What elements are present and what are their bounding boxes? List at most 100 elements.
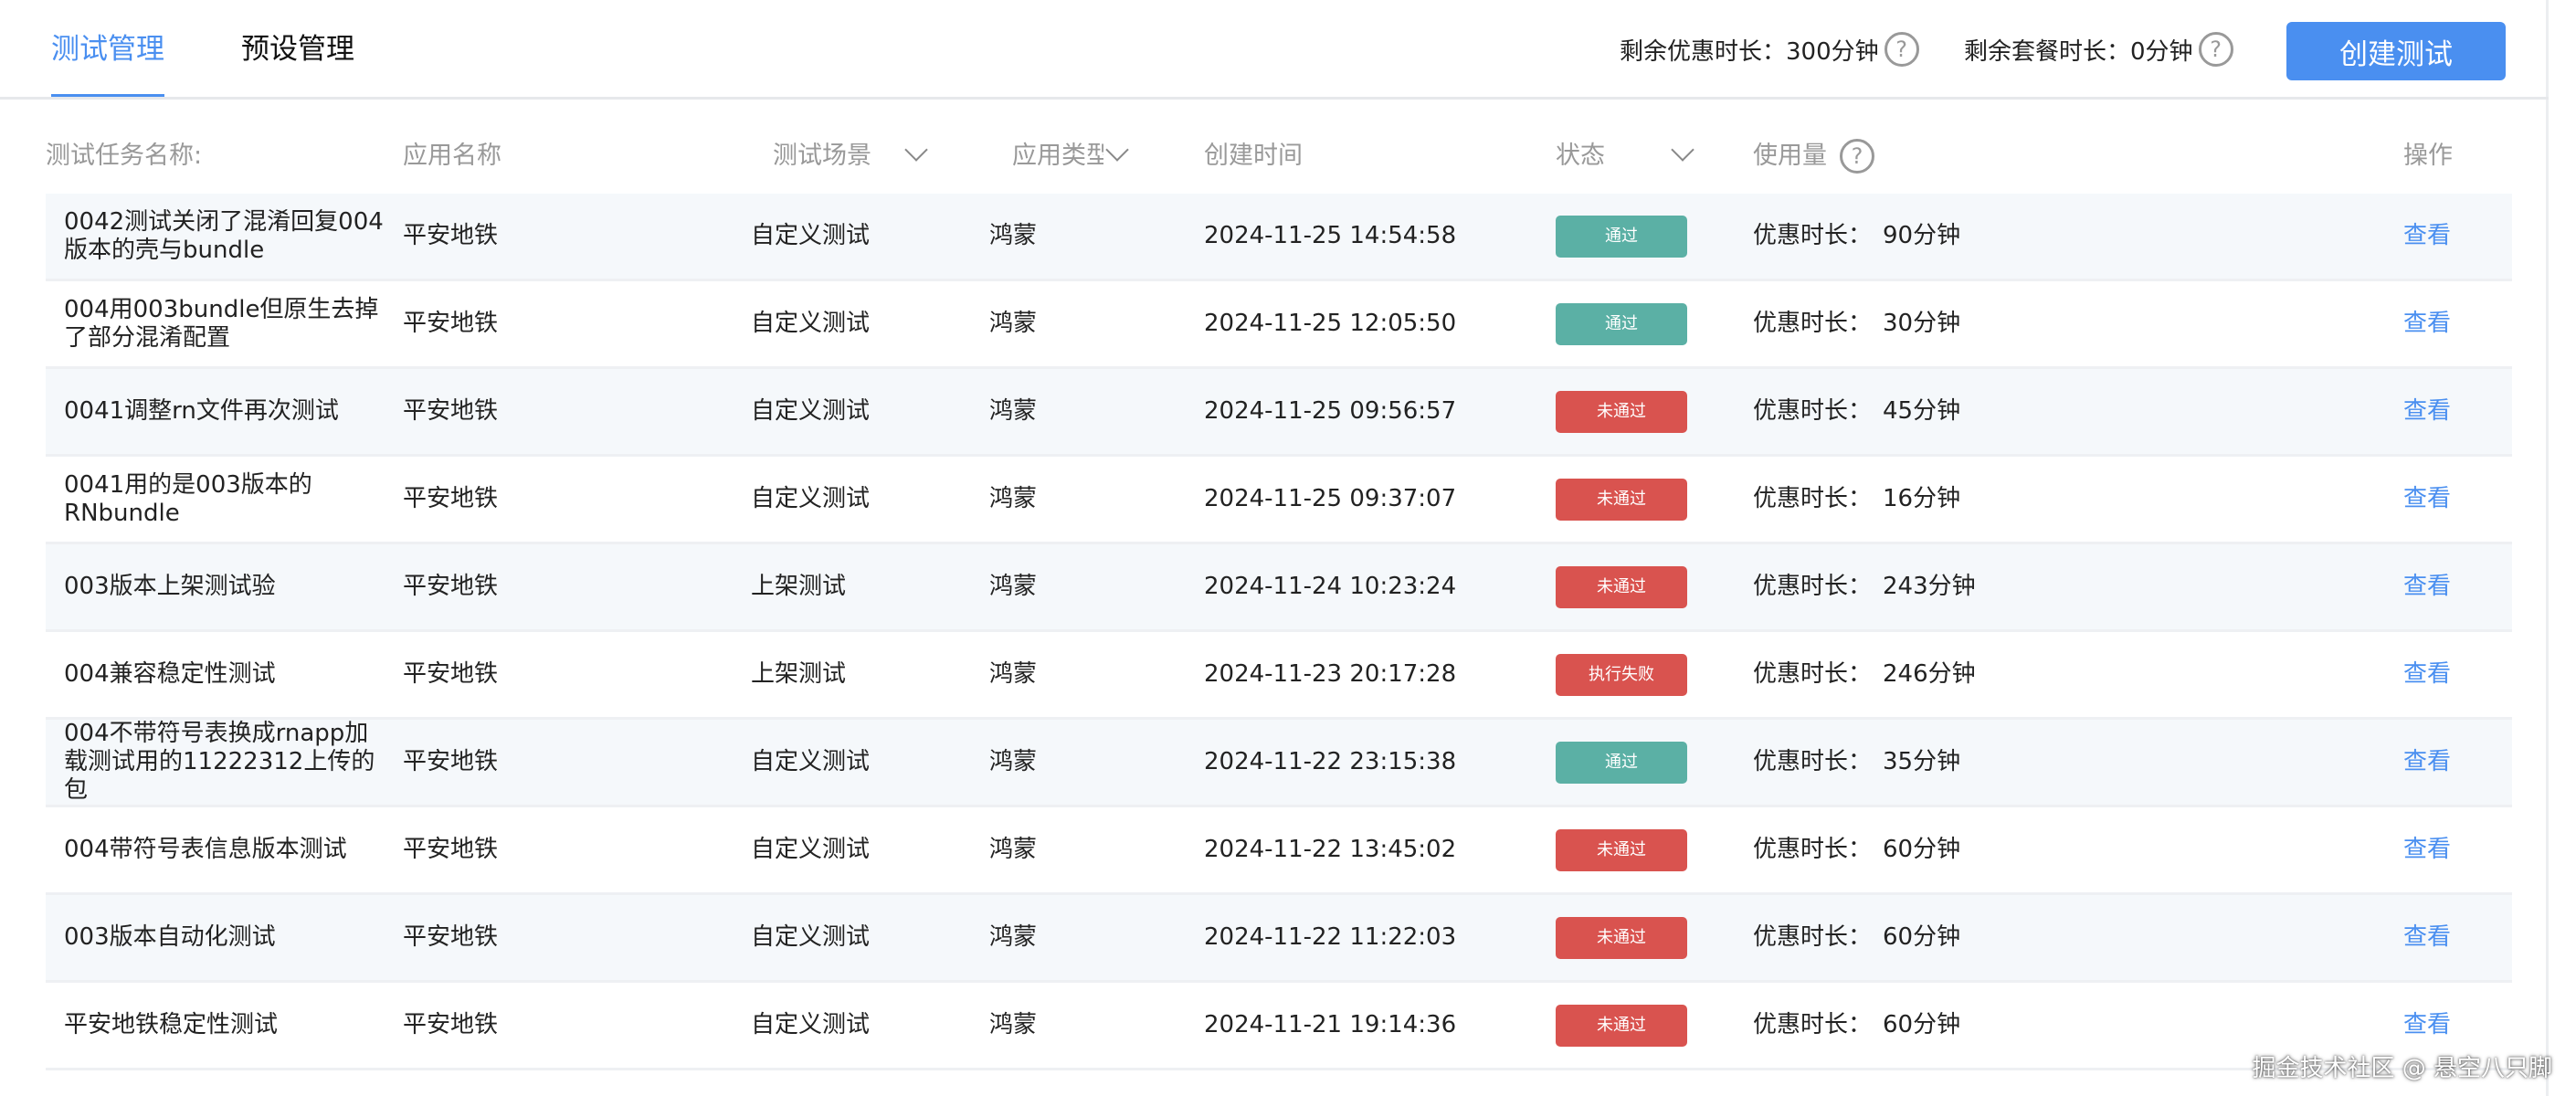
app-type: 鸿蒙 <box>989 222 1038 249</box>
test-scene: 自定义测试 <box>751 310 871 337</box>
view-link[interactable]: 查看 <box>2403 1011 2452 1038</box>
created-time: 2024-11-25 09:37:07 <box>1204 485 1457 512</box>
table-row: 004兼容稳定性测试 平安地铁 上架测试 鸿蒙 2024-11-23 20:17… <box>46 632 2512 720</box>
discount-quota-value: 300分钟 <box>1786 37 1879 66</box>
test-scene: 自定义测试 <box>751 748 871 775</box>
create-test-button[interactable]: 创建测试 <box>2286 22 2506 80</box>
app-name: 平安地铁 <box>403 748 499 775</box>
column-header-usage-label: 使用量 <box>1753 142 1827 170</box>
created-time: 2024-11-25 09:56:57 <box>1204 397 1457 425</box>
app-type: 鸿蒙 <box>989 836 1038 863</box>
status-badge: 执行失败 <box>1556 653 1687 696</box>
status-badge: 未通过 <box>1556 828 1687 871</box>
usage-value: 246分钟 <box>1883 660 1976 688</box>
usage-cell: 优惠时长： 60分钟 <box>1753 807 1960 892</box>
view-link[interactable]: 查看 <box>2403 397 2452 425</box>
status-cell: 未通过 <box>1556 807 1687 892</box>
status-cell: 未通过 <box>1556 457 1687 542</box>
status-cell: 通过 <box>1556 194 1687 279</box>
chevron-down-icon[interactable] <box>1671 138 1694 162</box>
status-cell: 未通过 <box>1556 544 1687 629</box>
test-scene: 自定义测试 <box>751 485 871 512</box>
column-header-scene[interactable]: 测试场景 <box>773 119 928 194</box>
view-link[interactable]: 查看 <box>2403 222 2452 249</box>
table-row: 0042测试关闭了混淆回复004版本的壳与bundle 平安地铁 自定义测试 鸿… <box>46 194 2512 281</box>
tab-preset-management[interactable]: 预设管理 <box>241 33 354 66</box>
view-link[interactable]: 查看 <box>2403 923 2452 951</box>
chevron-down-icon[interactable] <box>904 138 928 162</box>
usage-value: 90分钟 <box>1883 222 1961 249</box>
package-quota-label: 剩余套餐时长： <box>1964 37 2131 66</box>
view-link[interactable]: 查看 <box>2403 748 2452 775</box>
status-badge: 未通过 <box>1556 390 1687 433</box>
usage-cell: 优惠时长： 16分钟 <box>1753 457 1960 542</box>
usage-value: 30分钟 <box>1883 310 1961 337</box>
status-badge: 通过 <box>1556 741 1687 784</box>
view-link[interactable]: 查看 <box>2403 310 2452 337</box>
status-cell: 通过 <box>1556 720 1687 805</box>
table-row: 003版本自动化测试 平安地铁 自定义测试 鸿蒙 2024-11-22 11:2… <box>46 895 2512 983</box>
usage-cell: 优惠时长： 246分钟 <box>1753 632 1976 717</box>
question-circle-icon[interactable]: ? <box>1884 32 1919 67</box>
column-header-scene-label: 测试场景 <box>773 142 871 170</box>
table-row: 004带符号表信息版本测试 平安地铁 自定义测试 鸿蒙 2024-11-22 1… <box>46 807 2512 895</box>
task-name: 004用003bundle但原生去掉了部分混淆配置 <box>64 295 379 352</box>
table-row: 0041用的是003版本的RNbundle 平安地铁 自定义测试 鸿蒙 2024… <box>46 457 2512 544</box>
task-name: 003版本上架测试验 <box>64 573 276 600</box>
status-badge: 未通过 <box>1556 478 1687 521</box>
table-header: 测试任务名称: 应用名称 测试场景 应用类型 创建时间 状态 使用量? 操作 <box>46 119 2512 194</box>
tab-test-management[interactable]: 测试管理 <box>51 0 164 99</box>
task-name: 003版本自动化测试 <box>64 923 276 951</box>
task-name: 0041用的是003版本的RNbundle <box>64 470 312 527</box>
question-circle-icon[interactable]: ? <box>2198 32 2233 67</box>
task-name: 004不带符号表换成rnapp加载测试用的11222312上传的包 <box>64 720 375 804</box>
status-badge: 未通过 <box>1556 565 1687 608</box>
app-name: 平安地铁 <box>403 573 499 600</box>
app-name: 平安地铁 <box>403 660 499 688</box>
column-header-type[interactable]: 应用类型 <box>1012 119 1129 194</box>
test-scene: 自定义测试 <box>751 836 871 863</box>
usage-label: 优惠时长： <box>1753 836 1873 863</box>
view-link[interactable]: 查看 <box>2403 660 2452 688</box>
chevron-down-icon[interactable] <box>1105 138 1129 162</box>
column-header-time: 创建时间 <box>1204 142 1303 170</box>
tab-bar: 测试管理 预设管理 <box>51 0 431 99</box>
watermark: 掘金技术社区 @ 悬空八只脚 <box>2252 1055 2552 1082</box>
app-name: 平安地铁 <box>403 397 499 425</box>
usage-value: 60分钟 <box>1883 1011 1961 1038</box>
usage-value: 16分钟 <box>1883 485 1961 512</box>
usage-label: 优惠时长： <box>1753 310 1873 337</box>
app-name: 平安地铁 <box>403 923 499 951</box>
app-type: 鸿蒙 <box>989 923 1038 951</box>
discount-quota-label: 剩余优惠时长： <box>1620 37 1787 66</box>
usage-label: 优惠时长： <box>1753 485 1873 512</box>
column-header-action: 操作 <box>2403 142 2453 170</box>
app-type: 鸿蒙 <box>989 573 1038 600</box>
app-name: 平安地铁 <box>403 222 499 249</box>
column-header-name: 测试任务名称: <box>46 142 203 170</box>
usage-label: 优惠时长： <box>1753 923 1873 951</box>
created-time: 2024-11-22 23:15:38 <box>1204 748 1457 775</box>
header-divider <box>0 97 2549 100</box>
app-name: 平安地铁 <box>403 310 499 337</box>
task-name: 0042测试关闭了混淆回复004版本的壳与bundle <box>64 207 384 264</box>
status-cell: 通过 <box>1556 281 1687 366</box>
task-name: 004兼容稳定性测试 <box>64 660 276 688</box>
view-link[interactable]: 查看 <box>2403 836 2452 863</box>
usage-value: 60分钟 <box>1883 836 1961 863</box>
view-link[interactable]: 查看 <box>2403 485 2452 512</box>
usage-label: 优惠时长： <box>1753 397 1873 425</box>
question-circle-icon[interactable]: ? <box>1840 139 1874 174</box>
app-type: 鸿蒙 <box>989 485 1038 512</box>
test-scene: 自定义测试 <box>751 923 871 951</box>
created-time: 2024-11-22 11:22:03 <box>1204 923 1457 951</box>
view-link[interactable]: 查看 <box>2403 573 2452 600</box>
test-scene: 自定义测试 <box>751 1011 871 1038</box>
column-header-status[interactable]: 状态 <box>1556 119 1694 194</box>
status-badge: 未通过 <box>1556 1004 1687 1047</box>
test-table: 测试任务名称: 应用名称 测试场景 应用类型 创建时间 状态 使用量? 操作 0… <box>46 119 2512 1070</box>
status-cell: 未通过 <box>1556 895 1687 980</box>
table-row: 平安地铁稳定性测试 平安地铁 自定义测试 鸿蒙 2024-11-21 19:14… <box>46 983 2512 1070</box>
package-quota: 剩余套餐时长： 0分钟 ? <box>1964 22 2233 77</box>
usage-value: 243分钟 <box>1883 573 1976 600</box>
